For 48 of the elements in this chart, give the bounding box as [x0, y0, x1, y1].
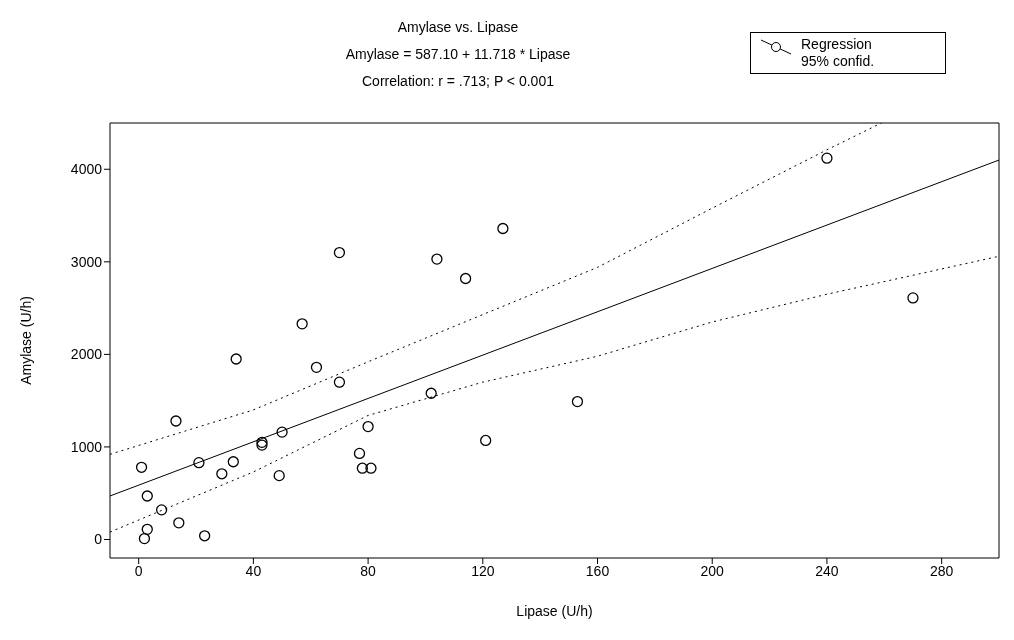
point	[141, 523, 153, 535]
point	[353, 447, 366, 460]
x-tick-label: 80	[360, 562, 377, 579]
x-tick-label: 280	[929, 562, 954, 579]
point	[170, 415, 182, 427]
point	[356, 462, 369, 474]
point	[907, 292, 919, 304]
point	[571, 395, 584, 408]
point	[425, 387, 437, 399]
point	[141, 490, 153, 502]
x-tick-label: 200	[700, 562, 725, 579]
x-tick-label: 240	[815, 562, 839, 579]
point	[497, 222, 509, 235]
y-tick-label: 3000	[70, 253, 103, 270]
point	[821, 152, 833, 164]
point	[459, 272, 472, 285]
y-tick-label: 4000	[70, 161, 103, 178]
point	[296, 318, 308, 330]
point	[273, 469, 285, 482]
point	[135, 461, 148, 473]
point	[216, 468, 228, 480]
y-tick-label: 1000	[70, 438, 103, 455]
point	[333, 376, 346, 388]
x-tick-label: 0	[134, 562, 143, 579]
point	[198, 530, 211, 542]
y-axis-title: Amylase (U/h)	[17, 296, 34, 385]
x-tick-label: 160	[585, 562, 610, 579]
text: 95% confid.	[801, 53, 875, 70]
x-axis-title: Lipase (U/h)	[516, 603, 593, 619]
point	[276, 426, 288, 438]
point	[155, 504, 168, 516]
x-tick-label: 40	[245, 562, 262, 579]
point	[431, 253, 443, 265]
point	[362, 420, 374, 433]
point	[230, 353, 242, 365]
x-tick-label: 120	[471, 562, 495, 579]
point	[310, 361, 323, 373]
point	[138, 532, 151, 545]
point	[193, 457, 205, 469]
legend-label: Regression	[801, 36, 873, 53]
point	[365, 462, 377, 474]
y-tick-label: 2000	[70, 346, 103, 363]
point	[227, 456, 239, 468]
chart-title: Amylase vs. Lipase	[397, 19, 519, 35]
point	[333, 246, 346, 259]
point	[480, 434, 492, 447]
y-tick-label: 0	[94, 531, 103, 548]
point	[173, 517, 185, 529]
